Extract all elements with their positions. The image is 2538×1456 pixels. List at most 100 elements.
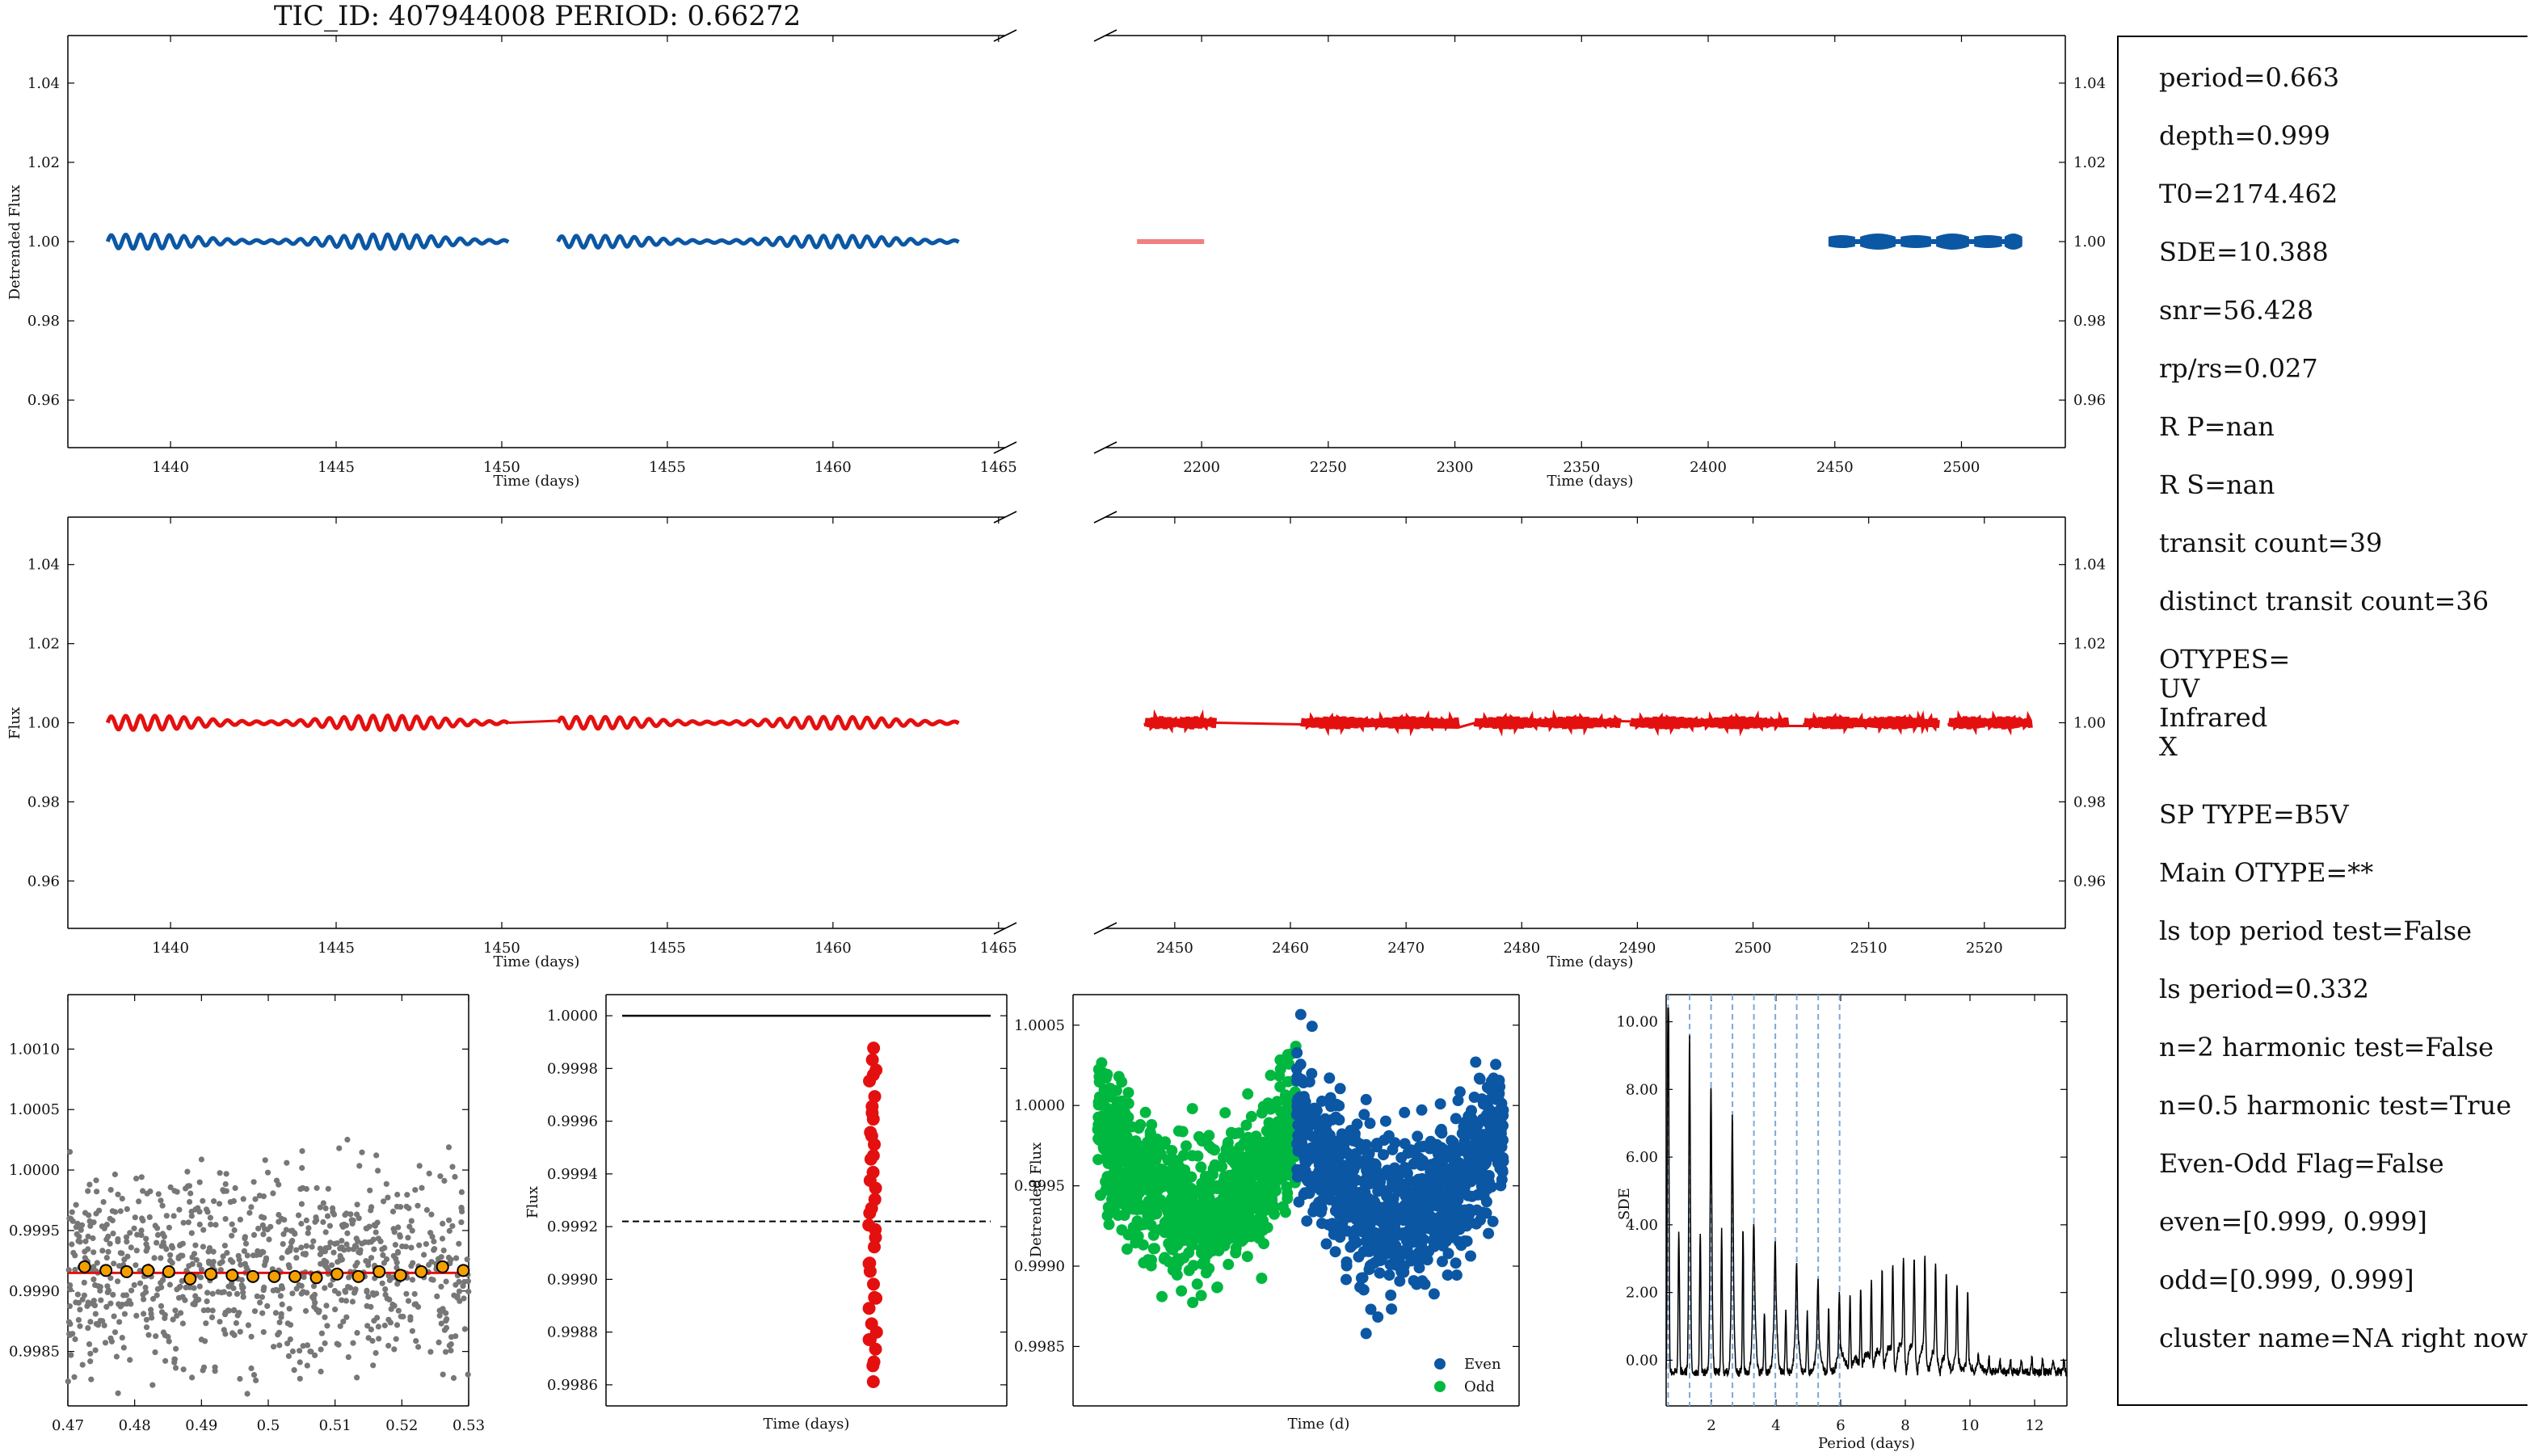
data-point [166,1338,172,1344]
data-point [868,1090,882,1104]
data-point [187,1198,193,1206]
data-point [1168,1169,1180,1181]
data-point [252,1196,259,1202]
data-point [159,1202,166,1209]
data-point [207,1214,213,1221]
x-tick-label: 1460 [814,459,852,476]
data-point [278,1215,285,1222]
data-point [1385,1290,1397,1301]
data-point [309,1243,315,1250]
y-tick-label: 0.96 [27,873,60,890]
data-point [1209,1144,1220,1156]
data-point [1186,1103,1198,1115]
data-point [1329,1100,1341,1112]
data-point [1162,1154,1174,1166]
data-point [868,1240,882,1254]
data-point [426,1170,432,1176]
data-point [461,1326,469,1332]
data-point [436,1307,443,1314]
data-point [1196,1258,1208,1270]
data-point [112,1329,119,1336]
data-point [161,1233,167,1239]
data-point [322,1340,328,1347]
binned-point [415,1265,428,1278]
data-point [444,1316,450,1323]
data-point [445,1254,452,1260]
data-point [1298,1187,1311,1199]
data-point [158,1255,164,1261]
data-point [1445,1211,1457,1222]
data-point [349,1298,356,1305]
data-point [302,1307,309,1315]
data-point [279,1255,285,1261]
data-point [88,1376,95,1382]
data-point [1372,1311,1384,1323]
legend-marker-odd [1434,1381,1446,1392]
data-point [238,1261,244,1268]
data-point [379,1246,385,1252]
x-tick-label: 2300 [1437,459,1474,476]
data-point [1485,1148,1497,1160]
y-tick-label: 0.9995 [1014,1178,1065,1195]
data-point [188,1230,195,1236]
data-point [1326,1151,1338,1163]
axis-break-mark [993,441,1017,454]
data-point [1258,1156,1270,1168]
data-point [149,1382,156,1388]
data-point [260,1287,267,1294]
data-point [1421,1177,1433,1189]
data-point [1142,1254,1154,1266]
data-point [246,1210,253,1216]
data-point [177,1283,183,1290]
data-point [1442,1269,1454,1281]
data-point [461,1295,467,1302]
y-tick-label: 0.9985 [1014,1338,1065,1355]
data-point [242,1235,248,1242]
data-point [1166,1145,1178,1156]
data-point [1357,1156,1370,1168]
axis-break-mark [993,29,1017,42]
data-point [1398,1266,1410,1278]
data-point [1242,1088,1254,1100]
data-point [234,1290,241,1297]
data-point [364,1225,370,1231]
data-point [1426,1189,1438,1201]
data-point [123,1234,130,1240]
data-point [218,1290,225,1296]
data-point [1470,1056,1482,1068]
data-point [208,1221,214,1227]
data-point [415,1202,421,1209]
data-point [343,1298,349,1304]
data-point [1122,1087,1134,1099]
data-point [1324,1072,1336,1084]
x-tick-label: 0.53 [452,1417,485,1434]
data-point [221,1188,227,1194]
data-point [318,1260,324,1267]
data-point [1184,1232,1196,1244]
data-point [1213,1244,1225,1256]
data-point [1483,1227,1495,1239]
data-point [253,1377,259,1383]
data-point [434,1293,440,1299]
x-tick-label: 2480 [1503,940,1540,957]
y-tick-label: 1.0005 [9,1101,60,1118]
x-tick-label: 2500 [1943,459,1980,476]
data-point [1367,1194,1379,1206]
data-point [136,1198,142,1205]
data-point [188,1213,195,1219]
data-point [209,1290,216,1297]
data-point [1226,1154,1238,1166]
data-point [1100,1072,1112,1084]
data-point [255,1225,262,1232]
data-point [354,1201,360,1208]
data-point [77,1307,83,1313]
data-point [115,1238,121,1245]
data-point [385,1342,392,1349]
data-point [198,1266,204,1273]
data-point [250,1179,257,1185]
data-point [312,1299,318,1306]
data-point [237,1216,243,1222]
data-point [345,1354,351,1361]
data-point [120,1344,127,1351]
data-point [95,1283,102,1290]
